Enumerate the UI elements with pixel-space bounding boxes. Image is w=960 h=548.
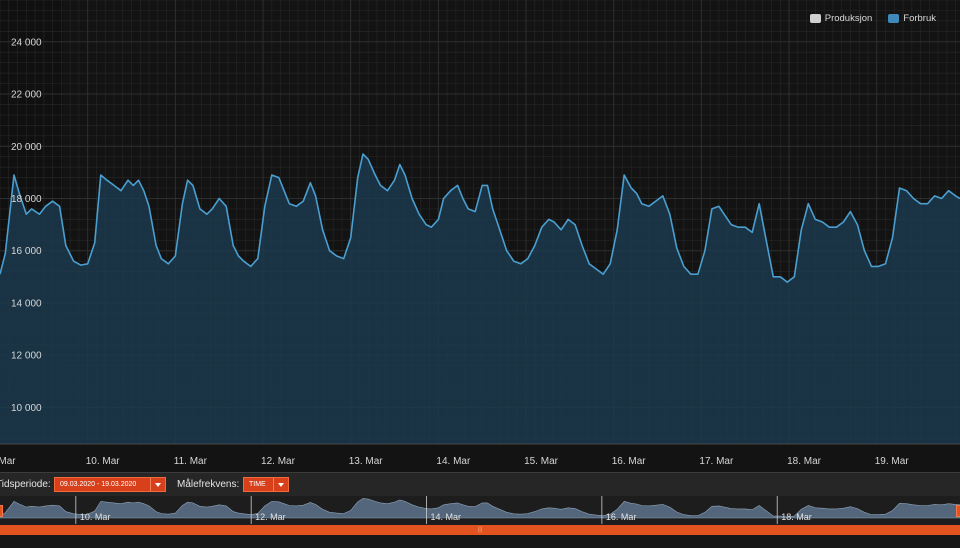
x-tick-label: 12. Mar <box>261 456 296 467</box>
period-dropdown[interactable]: 09.03.2020 - 19.03.2020 <box>54 477 166 492</box>
y-tick-label: 16 000 <box>11 246 42 257</box>
navigator-left-handle[interactable] <box>0 505 3 517</box>
chevron-down-icon <box>273 478 288 491</box>
x-tick-label: 10. Mar <box>86 456 121 467</box>
legend-label-produksjon: Produksjon <box>824 13 873 24</box>
navigator-tick-label: 12. Mar <box>255 512 286 522</box>
frequency-label: Målefrekvens: <box>177 479 240 490</box>
navigator-series <box>0 498 960 519</box>
y-tick-label: 22 000 <box>11 90 42 101</box>
chart-area: 10 000 12 000 14 000 16 000 18 000 20 000 22 0… <box>0 0 960 467</box>
y-tick-label: 12 000 <box>11 351 42 362</box>
chevron-down-icon <box>150 478 165 491</box>
y-axis: 10 000 12 000 14 000 16 000 18 000 20 000 22 0… <box>11 37 42 414</box>
y-tick-label: 24 000 <box>11 37 42 48</box>
x-tick-label: 16. Mar <box>612 456 647 467</box>
navigator-chart: 10. Mar 12. Mar 14. Mar 16. Mar 18. Mar <box>0 496 960 524</box>
y-tick-label: 20 000 <box>11 142 42 153</box>
legend-item-forbruk[interactable]: Forbruk <box>888 13 936 24</box>
scrollbar[interactable]: ||| <box>0 525 960 535</box>
x-tick-label: 13. Mar <box>349 456 384 467</box>
x-tick-label: 19. Mar <box>875 456 910 467</box>
forbruk-area <box>0 154 960 444</box>
x-tick-label: 17. Mar <box>699 456 734 467</box>
legend-item-produksjon[interactable]: Produksjon <box>809 13 873 24</box>
scrollbar-grip[interactable]: ||| <box>477 527 483 533</box>
legend-label-forbruk: Forbruk <box>903 13 936 24</box>
navigator-axis: 10. Mar 12. Mar 14. Mar 16. Mar 18. Mar <box>75 496 812 524</box>
x-tick-label: Mar <box>0 456 16 467</box>
navigator-right-handle[interactable] <box>956 505 960 517</box>
main-chart: 10 000 12 000 14 000 16 000 18 000 20 000 22 0… <box>0 0 960 467</box>
x-tick-label: 18. Mar <box>787 456 822 467</box>
forbruk-swatch <box>888 14 900 23</box>
y-tick-label: 18 000 <box>11 194 42 205</box>
x-tick-label: 14. Mar <box>436 456 471 467</box>
bottom-strip <box>0 535 960 548</box>
frequency-value: TIME <box>249 481 266 488</box>
forbruk-line <box>0 153 960 283</box>
period-label: Tidsperiode: <box>0 479 51 490</box>
produksjon-swatch <box>809 14 821 23</box>
x-tick-label: 11. Mar <box>174 456 208 467</box>
x-tick-label: 15. Mar <box>524 456 559 467</box>
navigator-tick-label: 10. Mar <box>80 512 111 522</box>
navigator-tick-label: 16. Mar <box>606 512 637 522</box>
x-axis: Mar 10. Mar 11. Mar 12. Mar 13. Mar 14. Mar 15… <box>0 456 909 467</box>
navigator-tick-label: 18. Mar <box>781 512 812 522</box>
y-tick-label: 10 000 <box>11 403 42 414</box>
y-tick-label: 14 000 <box>11 298 42 309</box>
controls-bar: Tidsperiode: 09.03.2020 - 19.03.2020 Mål… <box>0 472 960 497</box>
navigator[interactable]: 10. Mar 12. Mar 14. Mar 16. Mar 18. Mar <box>0 496 960 526</box>
period-value: 09.03.2020 - 19.03.2020 <box>60 481 137 488</box>
frequency-dropdown[interactable]: TIME <box>243 477 289 492</box>
navigator-tick-label: 14. Mar <box>431 512 462 522</box>
legend: Produksjon Forbruk <box>809 13 936 24</box>
